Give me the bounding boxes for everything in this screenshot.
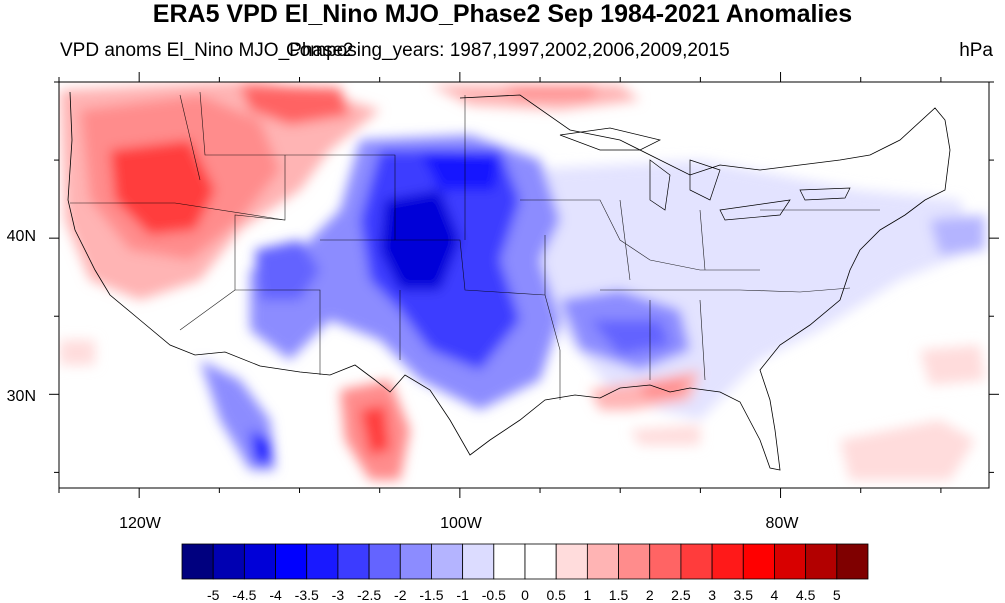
x-tick-label-80w: 80W bbox=[766, 515, 800, 532]
subtitle-center: Composing_years: 1987,1997,2002,2006,200… bbox=[286, 40, 730, 61]
colorbar-label: -1.5 bbox=[419, 587, 443, 603]
colorbar-swatch bbox=[742, 543, 775, 580]
subtitle-left: VPD anoms El_Nino MJO_Phase2 bbox=[60, 40, 354, 61]
colorbar-label: -2 bbox=[394, 587, 407, 603]
y-tick-label-30n: 30N bbox=[7, 388, 36, 405]
colorbar: -5 -4.5 -4 -3.5 -3 -2.5 -2 -1.5 -1 -0.5 0 0.5 1 1.5 2 2… bbox=[181, 543, 869, 603]
colorbar-swatch bbox=[586, 543, 619, 580]
colorbar-label: 5 bbox=[833, 587, 841, 603]
y-tick-label-40n: 40N bbox=[7, 228, 36, 245]
great-lakes bbox=[559, 127, 851, 221]
colorbar-swatch bbox=[649, 543, 682, 580]
x-tick-label-120w: 120W bbox=[119, 515, 162, 532]
colorbar-label: 4.5 bbox=[796, 587, 816, 603]
colorbar-label: 3 bbox=[708, 587, 716, 603]
colorbar-swatch bbox=[181, 543, 214, 580]
colorbar-swatch bbox=[399, 543, 432, 580]
y-tick-labels: 30N 40N bbox=[7, 228, 36, 405]
colorbar-label: -5 bbox=[207, 587, 220, 603]
axis-ticks bbox=[49, 72, 999, 498]
colorbar-label: -0.5 bbox=[482, 587, 506, 603]
colorbar-swatch bbox=[774, 543, 807, 580]
colorbar-swatch bbox=[212, 543, 245, 580]
colorbar-swatch bbox=[493, 543, 526, 580]
colorbar-swatch bbox=[711, 543, 744, 580]
colorbar-label: 0.5 bbox=[546, 587, 566, 603]
colorbar-label: 2.5 bbox=[671, 587, 691, 603]
colorbar-swatch bbox=[431, 543, 464, 580]
x-tick-labels: 120W 100W 80W bbox=[119, 515, 799, 532]
x-tick-label-100w: 100W bbox=[440, 515, 483, 532]
state-borders bbox=[70, 91, 880, 400]
colorbar-label: 3.5 bbox=[734, 587, 754, 603]
colorbar-swatch bbox=[337, 543, 370, 580]
colorbar-swatch bbox=[243, 543, 276, 580]
colorbar-label: 4 bbox=[771, 587, 779, 603]
colorbar-swatch bbox=[555, 543, 588, 580]
colorbar-swatch bbox=[618, 543, 651, 580]
colorbar-swatch bbox=[462, 543, 495, 580]
chart-title: ERA5 VPD El_Nino MJO_Phase2 Sep 1984-202… bbox=[152, 0, 853, 28]
plot-frame bbox=[58, 81, 990, 489]
colorbar-label: -4.5 bbox=[232, 587, 256, 603]
colorbar-swatch bbox=[368, 543, 401, 580]
colorbar-label: 0 bbox=[521, 587, 529, 603]
colorbar-swatch bbox=[805, 543, 838, 580]
colorbar-swatch bbox=[680, 543, 713, 580]
colorbar-swatch bbox=[275, 543, 308, 580]
anomaly-field bbox=[59, 82, 989, 488]
colorbar-label: -1 bbox=[456, 587, 469, 603]
colorbar-label: -3 bbox=[332, 587, 345, 603]
colorbar-label: 2 bbox=[646, 587, 654, 603]
colorbar-swatch bbox=[306, 543, 339, 580]
colorbar-swatch bbox=[836, 543, 869, 580]
colorbar-label: -2.5 bbox=[357, 587, 381, 603]
colorbar-label: 1 bbox=[583, 587, 591, 603]
units-label: hPa bbox=[959, 40, 993, 61]
colorbar-label: -4 bbox=[269, 587, 282, 603]
coastlines bbox=[67, 91, 951, 471]
colorbar-label: -3.5 bbox=[295, 587, 319, 603]
colorbar-swatch bbox=[524, 543, 557, 580]
colorbar-label: 1.5 bbox=[609, 587, 629, 603]
